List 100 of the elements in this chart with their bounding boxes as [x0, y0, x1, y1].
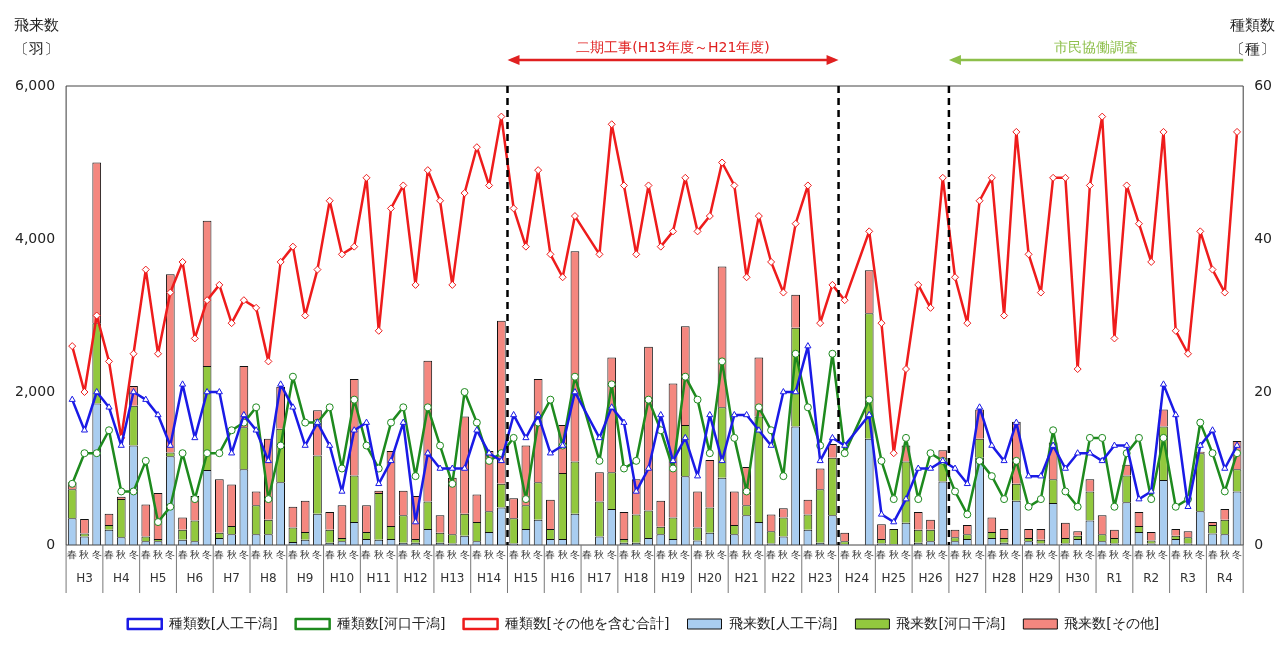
x-tick-label: 冬	[386, 548, 397, 560]
x-tick-label: 秋	[79, 548, 90, 560]
x-tick-label: 秋	[153, 548, 164, 560]
text: H18	[624, 571, 649, 586]
x-tick-label: 春	[1170, 548, 1181, 560]
x-tick-label: 春	[766, 548, 777, 560]
text: H23	[808, 571, 833, 586]
text: H26	[918, 571, 943, 586]
x-tick-label: 冬	[974, 548, 985, 560]
x-tick-label: 秋	[557, 548, 568, 560]
x-tick-label: 秋	[1072, 548, 1083, 560]
x-tick-label: 秋	[594, 548, 605, 560]
x-tick-label: 冬	[827, 548, 838, 560]
text: H5	[149, 571, 167, 586]
x-tick-label: 冬	[1121, 548, 1132, 560]
text: H28	[991, 571, 1017, 586]
x-tick-label: 春	[398, 548, 409, 560]
legend-label: 飛来数[河口干潟]	[896, 614, 1006, 631]
x-tick-label: 秋	[226, 548, 237, 560]
text: H21	[734, 571, 759, 586]
x-tick-label: 冬	[1048, 548, 1059, 560]
x-tick-label: 春	[1097, 548, 1108, 560]
x-tick-label: 秋	[484, 548, 495, 560]
y-tick-label: 0	[46, 535, 56, 552]
x-tick-label: 冬	[275, 548, 286, 560]
x-tick-label: 冬	[790, 548, 801, 560]
x-tick-label: 春	[251, 548, 262, 560]
y-tick-label: 2,000	[14, 382, 56, 399]
x-tick-label: 冬	[91, 548, 102, 560]
text: H13	[440, 571, 465, 586]
text: H15	[513, 571, 539, 586]
x-tick-label: 冬	[864, 548, 875, 560]
x-tick-label: 秋	[741, 548, 752, 560]
x-tick-label: 春	[802, 548, 813, 560]
x-tick-label: 冬	[128, 548, 139, 560]
text: 市民協働調査	[1054, 39, 1139, 55]
x-tick-label: 秋	[300, 548, 311, 560]
x-tick-label: 冬	[533, 548, 544, 560]
y2-axis-title: 種類数〔種〕	[1230, 16, 1275, 58]
x-tick-label: 秋	[263, 548, 274, 560]
x-tick-label: 冬	[496, 548, 507, 560]
x-tick-label: 秋	[1035, 548, 1046, 560]
x-tick-label: 春	[950, 548, 961, 560]
x-tick-label: 秋	[851, 548, 862, 560]
legend-label: 種類数[その他を含む合計]	[504, 614, 670, 631]
x-tick-label: 春	[582, 548, 593, 560]
text: H8	[260, 571, 277, 586]
x-tick-label: 春	[618, 548, 629, 560]
text: H9	[296, 571, 314, 586]
x-tick-label: 冬	[1084, 548, 1095, 560]
x-tick-label: 秋	[1219, 548, 1230, 560]
x-tick-label: 冬	[753, 548, 764, 560]
x-tick-label: 秋	[925, 548, 936, 560]
x-tick-label: 秋	[815, 548, 826, 560]
text: H29	[1028, 571, 1054, 586]
x-tick-label: 秋	[631, 548, 642, 560]
x-tick-label: 冬	[165, 548, 176, 560]
x-tick-label: 秋	[116, 548, 127, 560]
text: H19	[660, 571, 686, 586]
x-tick-label: 秋	[704, 548, 715, 560]
x-tick-label: 春	[140, 548, 151, 560]
text: H27	[955, 571, 980, 586]
text: R4	[1216, 571, 1233, 586]
x-tick-label: 冬	[606, 548, 617, 560]
x-tick-label: 春	[655, 548, 666, 560]
x-tick-label: 秋	[189, 548, 200, 560]
x-tick-label: 春	[1133, 548, 1144, 560]
x-tick-label: 春	[839, 548, 850, 560]
x-tick-label: 春	[471, 548, 482, 560]
x-tick-label: 春	[1207, 548, 1218, 560]
y2-tick-label: 60	[1254, 76, 1273, 93]
x-tick-label: 秋	[888, 548, 899, 560]
x-tick-label: 冬	[238, 548, 249, 560]
text: H22	[771, 571, 796, 586]
x-tick-label: 冬	[1232, 548, 1243, 560]
y2-tick-label: 0	[1254, 535, 1264, 552]
text: H24	[844, 571, 870, 586]
x-tick-label: 秋	[1183, 548, 1194, 560]
legend-label: 飛来数[その他]	[1064, 614, 1160, 631]
text: R2	[1143, 571, 1160, 586]
x-tick-label: 春	[1060, 548, 1071, 560]
text: H4	[112, 571, 130, 586]
text: R3	[1180, 571, 1196, 586]
legend-label: 種類数[人工干潟]	[168, 614, 278, 631]
x-tick-label: 春	[545, 548, 556, 560]
y-axis-title: 飛来数〔羽〕	[14, 16, 59, 58]
x-tick-label: 春	[67, 548, 78, 560]
y2-tick-label: 40	[1254, 229, 1273, 246]
x-tick-label: 秋	[1109, 548, 1120, 560]
x-tick-label: 春	[913, 548, 924, 560]
y-tick-label: 4,000	[14, 229, 56, 246]
x-tick-label: 春	[361, 548, 372, 560]
x-tick-label: 冬	[900, 548, 911, 560]
x-tick-label: 冬	[349, 548, 360, 560]
x-tick-label: 冬	[459, 548, 470, 560]
x-tick-label: 秋	[778, 548, 789, 560]
text: H11	[366, 571, 391, 586]
x-tick-label: 秋	[447, 548, 458, 560]
x-tick-label: 春	[214, 548, 225, 560]
x-tick-label: 冬	[680, 548, 691, 560]
